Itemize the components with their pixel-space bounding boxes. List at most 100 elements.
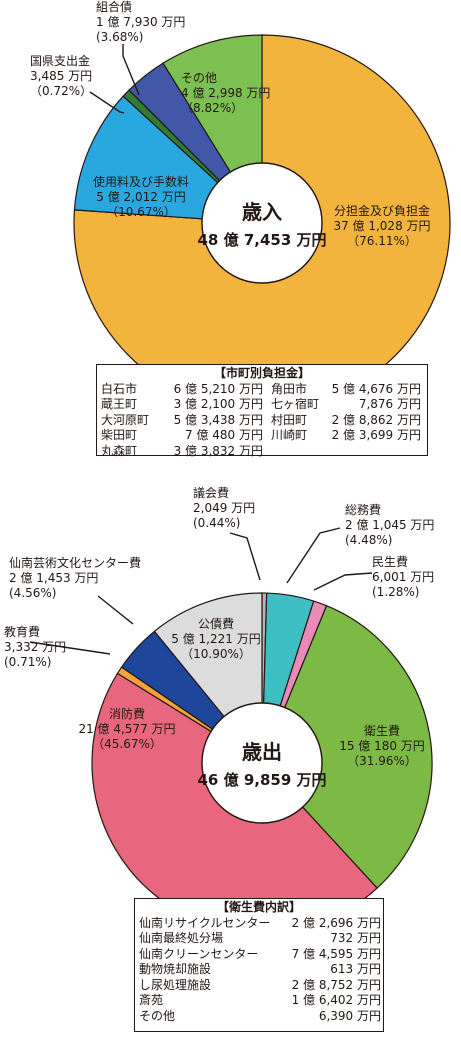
revenue-title-line: 歳入 (242, 200, 282, 224)
expenditure-leader-geijutsu (97, 595, 134, 625)
city-left-row-name: 白石市 (101, 381, 138, 396)
expenditure-total: 46 億 9,859 万円 (198, 771, 327, 789)
city-left-row-name: 大河原町 (101, 412, 150, 427)
city-right-row: 角田市 5 億 4,676 万円 (271, 382, 423, 398)
eisei-row-name: 動物焼却施設 (139, 962, 212, 976)
expenditure-label-gikai-line: (0.44%) (193, 516, 240, 530)
expenditure-leader-somu (286, 527, 341, 584)
expenditure-label-gikai-line: 議会費 (193, 485, 229, 500)
revenue-leader-kumiai (122, 44, 140, 96)
revenue-label-kumiai-line: 組合債 (96, 0, 132, 14)
eisei-breakdown-box: 【衛生費内訳】 仙南リサイクルセンター 2 億 2,696 万円 仙南最終処分場 73… (134, 898, 384, 1032)
expenditure-label-somu-line: 2 億 1,045 万円 (345, 518, 434, 532)
city-right-column: 角田市 5 億 4,676 万円 七ヶ宿町 7,876 万円 村田町 2 億 8,862 … (271, 382, 423, 460)
city-right-row: 村田町 2 億 8,862 万円 (271, 413, 423, 429)
city-left-row: 柴田町 7 億 480 万円 (101, 428, 271, 444)
city-right-row-name: 村田町 (271, 412, 308, 427)
revenue-label-bunsan-line: （76.11%） (347, 234, 417, 248)
expenditure-label-eisei-line: 15 億 180 万円 (339, 739, 425, 753)
city-left-row: 白石市 6 億 5,210 万円 (101, 382, 271, 398)
eisei-row-value: 613 万円 (330, 962, 381, 976)
city-right-row-value: 2 億 8,862 万円 (331, 412, 421, 427)
city-contribution-box: 【市町別負担金】 白石市 6 億 5,210 万円 蔵王町 3 億 2,100 万円大… (96, 364, 428, 458)
expenditure-label-kosai-line: 5 億 1,221 万円 (171, 632, 260, 646)
city-left-row-name: 柴田町 (101, 428, 138, 442)
revenue-label-kokken-line: 3,485 万円 (30, 69, 92, 83)
expenditure-leader-kyoiku (29, 641, 111, 655)
eisei-row: その他 6,390 万円 (139, 1009, 383, 1025)
city-right-row-name: 角田市 (271, 381, 308, 396)
city-left-row-value: 5 億 3,438 万円 (173, 412, 263, 427)
city-right-row-name: 七ヶ宿町 (271, 397, 320, 411)
eisei-row-name: 仙南最終処分場 (139, 931, 224, 945)
revenue-label-sonota-line: （8.82%） (181, 101, 243, 115)
eisei-box-title: 【衛生費内訳】 (216, 900, 301, 914)
expenditure-label-minsei-line: 6,001 万円 (372, 570, 434, 584)
expenditure-total-line: 46 億 9,859 万円 (198, 771, 327, 789)
revenue-center-hole (201, 162, 323, 284)
city-left-row: 蔵王町 3 億 2,100 万円 (101, 397, 271, 413)
city-left-column: 白石市 6 億 5,210 万円 蔵王町 3 億 2,100 万円 大河原町 5 億 3,… (101, 382, 271, 460)
expenditure-label-eisei-line: 衛生費 (364, 723, 400, 738)
expenditure-label-eisei-line: （31.96%） (347, 754, 417, 768)
city-right-row-value: 5 億 4,676 万円 (331, 381, 421, 396)
expenditure-label-gikai-line: 2,049 万円 (193, 501, 255, 515)
expenditure-title-line: 歳出 (242, 740, 282, 764)
expenditure-leader-gikai (229, 532, 261, 581)
eisei-row-value: 6,390 万円 (318, 1008, 381, 1023)
expenditure-label-minsei-line: 民生費 (372, 554, 408, 569)
eisei-row: 仙南リサイクルセンター 2 億 2,696 万円 (139, 916, 383, 932)
revenue-label-shiyo-line: （10.67%） (106, 205, 176, 219)
revenue-label-kumiai-line: 1 億 7,930 万円 (96, 15, 185, 29)
eisei-row: 斎苑 1 億 6,402 万円 (139, 993, 383, 1009)
revenue-label-sonota-line: 4 億 2,998 万円 (181, 86, 270, 100)
expenditure-label-shobo-line: （45.67%） (92, 737, 162, 751)
revenue-label-bunsan-line: 分担金及び負担金 (334, 203, 430, 218)
city-left-row-value: 3 億 3,832 万円 (173, 443, 263, 458)
expenditure-label-kyoiku-line: 教育費 (4, 624, 40, 639)
city-left-row-value: 7 億 480 万円 (185, 428, 263, 442)
revenue-label-bunsan-line: 37 億 1,028 万円 (333, 219, 430, 233)
eisei-row-value: 2 億 2,696 万円 (291, 915, 381, 930)
expenditure-label-shobo-line: 21 億 4,577 万円 (78, 722, 175, 736)
city-right-row-value: 2 億 3,699 万円 (331, 428, 421, 442)
city-left-row: 丸森町 3 億 3,832 万円 (101, 444, 271, 460)
eisei-row-value: 732 万円 (330, 931, 381, 945)
eisei-row-value: 1 億 6,402 万円 (291, 993, 381, 1007)
expenditure-label-kosai-line: （10.90%） (181, 647, 251, 661)
revenue-total-line: 48 億 7,453 万円 (198, 231, 327, 249)
city-right-row: 七ヶ宿町 7,876 万円 (271, 397, 423, 413)
revenue-label-kokken-line: 国県支出金 (30, 53, 90, 68)
expenditure-label-geijutsu-line: (4.56%) (9, 586, 56, 600)
revenue-label-sonota-line: その他 (181, 71, 217, 85)
city-box-title: 【市町別負担金】 (213, 366, 310, 380)
revenue-title: 歳入 (242, 200, 282, 224)
eisei-row-name: し尿処理施設 (139, 977, 212, 992)
eisei-rows: 仙南リサイクルセンター 2 億 2,696 万円 仙南最終処分場 732 万円仙南クリ… (135, 916, 383, 1025)
expenditure-label-shobo-line: 消防費 (109, 706, 145, 721)
expenditure-label-somu-line: 総務費 (345, 502, 381, 517)
revenue-label-kokken-line: （0.72%） (30, 84, 92, 98)
city-left-row-name: 丸森町 (101, 443, 138, 458)
expenditure-leader-minsei (313, 572, 373, 591)
expenditure-label-kyoiku-line: (0.71%) (4, 655, 51, 669)
revenue-total: 48 億 7,453 万円 (198, 231, 327, 249)
expenditure-label-somu-line: (4.48%) (345, 533, 392, 547)
expenditure-label-kosai-line: 公債費 (198, 616, 234, 631)
expenditure-label-geijutsu-line: 2 億 1,453 万円 (9, 571, 98, 585)
eisei-row: 仙南クリーンセンター 7 億 4,595 万円 (139, 947, 383, 963)
city-left-row-name: 蔵王町 (101, 397, 138, 411)
expenditure-center-hole (201, 702, 323, 824)
revenue-label-shiyo-line: 使用料及び手数料 (93, 174, 189, 189)
eisei-row-value: 2 億 8,752 万円 (291, 977, 381, 992)
expenditure-label-kyoiku-line: 3,332 万円 (4, 640, 66, 654)
expenditure-title: 歳出 (242, 740, 282, 764)
